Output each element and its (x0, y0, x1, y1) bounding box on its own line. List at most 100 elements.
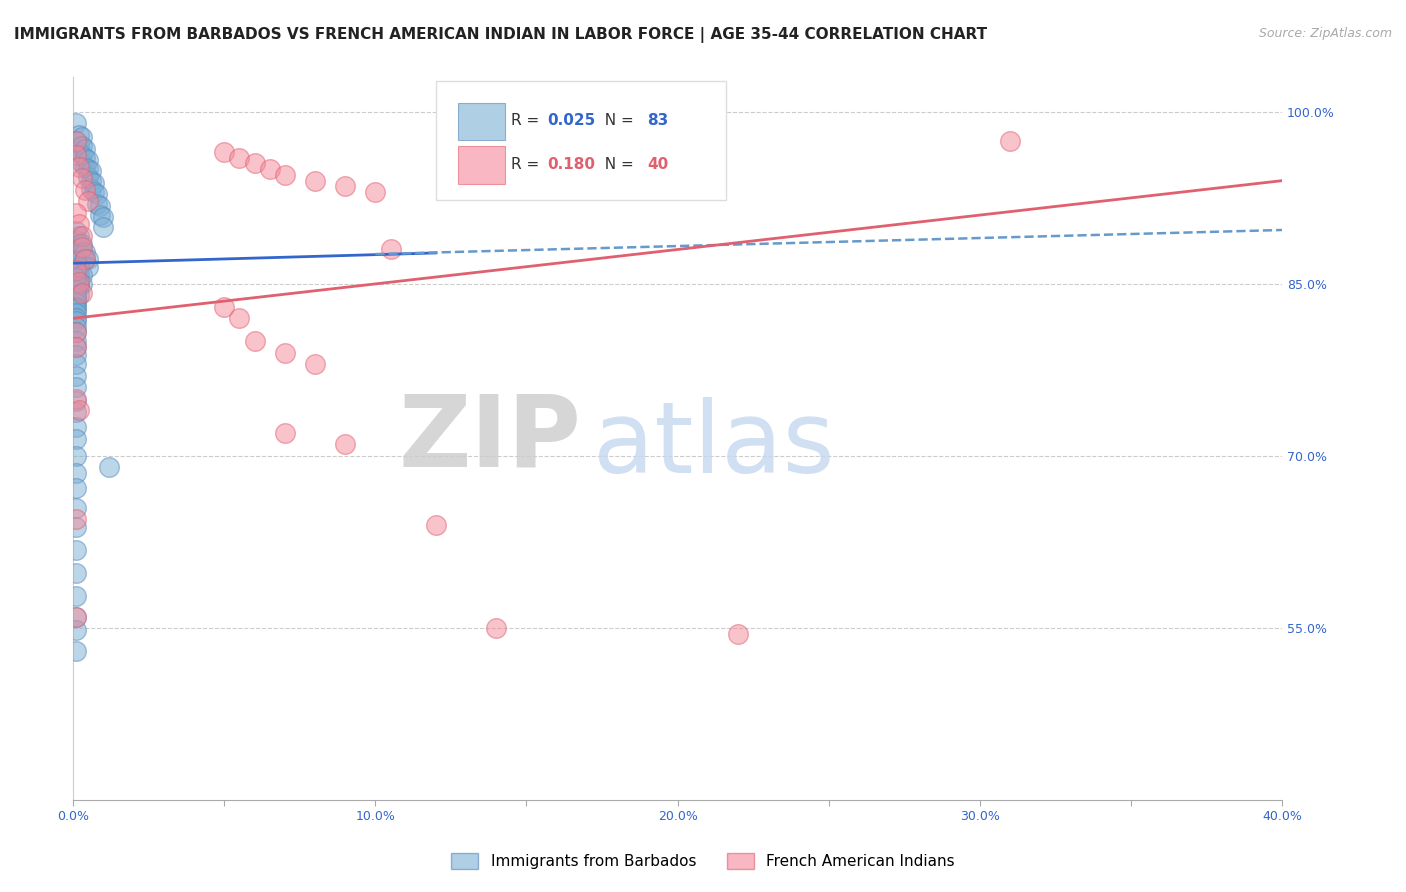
Point (67, 288, 90, 302)
Point (67, 217, 90, 231)
Point (65, 291, 87, 305)
Point (70, 228, 93, 243)
Text: R =: R = (510, 157, 544, 171)
Point (75, 183, 97, 197)
Point (65, 543, 87, 558)
Point (75, 244, 97, 259)
Point (65, 313, 87, 327)
Point (65, 291, 87, 305)
Point (998, 134, 1021, 148)
Point (65, 294, 87, 309)
Point (65, 320, 87, 334)
Text: 0.025: 0.025 (547, 113, 595, 128)
Point (65, 334, 87, 349)
Text: R =: R = (510, 113, 544, 128)
Point (65, 420, 87, 434)
Point (65, 609, 87, 624)
Point (214, 300, 236, 314)
Point (65, 311, 87, 326)
Point (67, 145, 90, 159)
Point (65, 566, 87, 580)
Text: atlas: atlas (593, 398, 835, 494)
Point (274, 345, 297, 359)
Point (65, 481, 87, 495)
Point (70, 240, 93, 254)
Point (80, 164, 103, 178)
Point (65, 148, 87, 162)
Point (67, 139, 90, 153)
Point (75, 160, 97, 174)
Point (70, 277, 93, 291)
Point (65, 368, 87, 383)
Point (75, 151, 97, 165)
Point (93, 211, 115, 225)
Point (67, 277, 90, 291)
Point (65, 449, 87, 463)
Point (70, 171, 93, 186)
Point (67, 275, 90, 289)
Point (65, 520, 87, 534)
Point (274, 425, 297, 440)
Point (65, 405, 87, 419)
FancyBboxPatch shape (457, 103, 505, 140)
Point (65, 392, 87, 406)
Point (98, 460, 121, 475)
Point (67, 128, 90, 142)
Point (70, 236, 93, 251)
Point (70, 139, 93, 153)
Text: 83: 83 (647, 113, 669, 128)
Point (228, 151, 250, 165)
Point (65, 233, 87, 247)
Point (67, 228, 90, 243)
Point (86, 187, 108, 202)
Point (65, 466, 87, 480)
Point (304, 174, 326, 188)
Point (67, 260, 90, 274)
Point (70, 148, 93, 162)
Point (65, 644, 87, 658)
Point (727, 626, 749, 640)
Point (65, 340, 87, 354)
Point (67, 268, 90, 282)
Point (65, 116, 87, 130)
Point (65, 393, 87, 408)
Point (65, 380, 87, 394)
Point (86, 196, 108, 211)
Point (65, 296, 87, 310)
Point (65, 609, 87, 624)
Point (93, 219, 115, 234)
Point (380, 243, 402, 257)
Point (333, 437, 356, 451)
Text: IMMIGRANTS FROM BARBADOS VS FRENCH AMERICAN INDIAN IN LABOR FORCE | AGE 35-44 CO: IMMIGRANTS FROM BARBADOS VS FRENCH AMERI… (14, 27, 987, 43)
Point (83, 176, 105, 190)
Text: ZIP: ZIP (398, 391, 581, 487)
Point (65, 325, 87, 339)
Point (77, 252, 100, 266)
Point (70, 156, 93, 170)
Point (425, 517, 447, 532)
Point (485, 621, 508, 635)
Point (80, 182, 103, 196)
Point (65, 206, 87, 220)
Point (77, 162, 100, 177)
FancyBboxPatch shape (436, 81, 725, 201)
Point (70, 130, 93, 145)
Point (65, 254, 87, 268)
Point (243, 156, 266, 170)
Point (65, 288, 87, 302)
Point (89, 208, 111, 222)
Point (77, 260, 100, 274)
Point (75, 142, 97, 156)
Point (214, 145, 236, 159)
Point (65, 512, 87, 526)
Point (228, 311, 250, 326)
Point (333, 179, 356, 194)
Text: N =: N = (595, 157, 638, 171)
Point (65, 305, 87, 319)
Point (65, 325, 87, 339)
Text: 40: 40 (647, 157, 669, 171)
Point (75, 252, 97, 266)
Text: Source: ZipAtlas.com: Source: ZipAtlas.com (1258, 27, 1392, 40)
Point (65, 263, 87, 277)
Point (77, 170, 100, 185)
